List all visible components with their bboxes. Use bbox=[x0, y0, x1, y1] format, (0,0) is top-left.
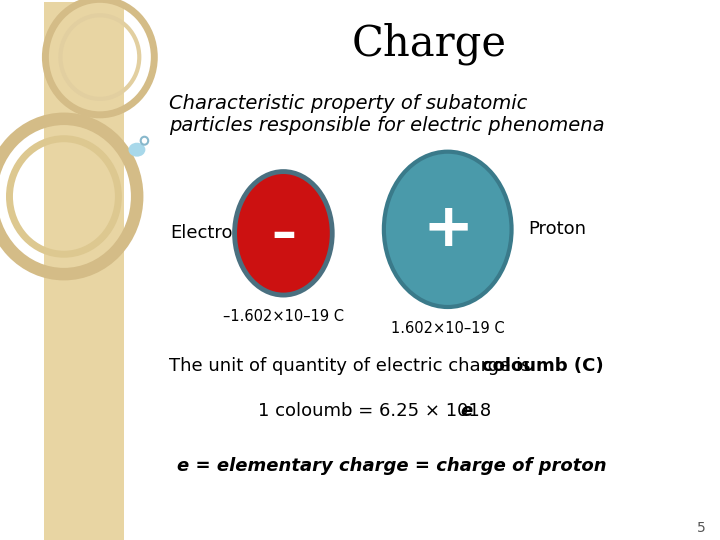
Ellipse shape bbox=[128, 143, 145, 157]
Text: 1.602×10–19 C: 1.602×10–19 C bbox=[391, 321, 505, 336]
Text: e: e bbox=[460, 402, 472, 420]
Text: particles responsible for electric phenomena: particles responsible for electric pheno… bbox=[169, 116, 605, 136]
Text: –: – bbox=[271, 211, 296, 259]
Text: The unit of quantity of electric charge is: The unit of quantity of electric charge … bbox=[169, 357, 536, 375]
Polygon shape bbox=[44, 2, 124, 540]
Text: –1.602×10–19 C: –1.602×10–19 C bbox=[223, 309, 344, 325]
Text: coloumb (C): coloumb (C) bbox=[482, 357, 603, 375]
Text: +: + bbox=[422, 200, 473, 259]
Text: Electron: Electron bbox=[171, 224, 245, 242]
Ellipse shape bbox=[235, 172, 332, 295]
Text: Proton: Proton bbox=[528, 220, 587, 238]
Text: 1 coloumb = 6.25 × 1018: 1 coloumb = 6.25 × 1018 bbox=[258, 402, 497, 420]
Text: 5: 5 bbox=[697, 521, 706, 535]
Text: Characteristic property of subatomic: Characteristic property of subatomic bbox=[169, 94, 527, 113]
Text: Charge: Charge bbox=[351, 23, 506, 65]
Ellipse shape bbox=[384, 152, 512, 307]
Text: e = elementary charge = charge of proton: e = elementary charge = charge of proton bbox=[176, 457, 606, 475]
